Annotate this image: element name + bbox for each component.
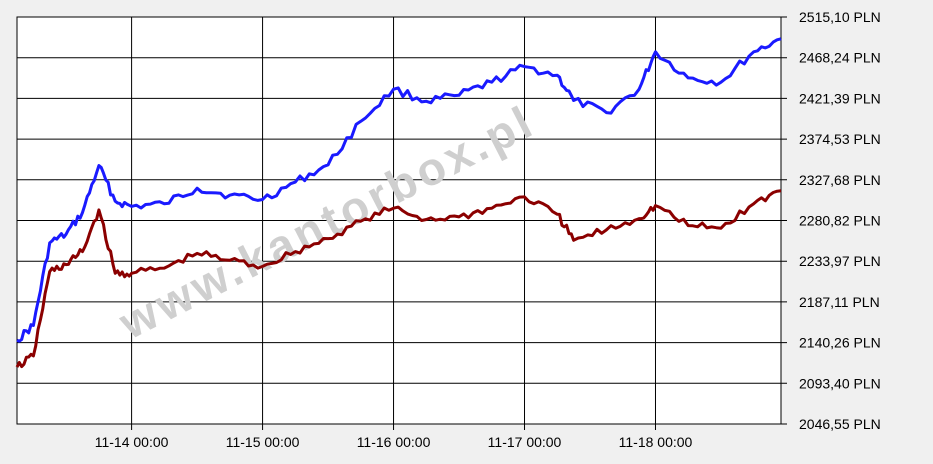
x-tick-label: 11-14 00:00 [95, 434, 169, 450]
y-tick-label: 2140,26 PLN [799, 335, 881, 351]
grid-lines [17, 16, 787, 430]
y-axis-tick-labels: 2515,10 PLN 2468,24 PLN 2421,39 PLN 2374,53… [799, 9, 881, 432]
lower-series-line [15, 189, 782, 369]
x-tick-label: 11-16 00:00 [357, 434, 431, 450]
y-tick-label: 2468,24 PLN [799, 50, 881, 66]
x-tick-label: 11-17 00:00 [488, 434, 562, 450]
y-tick-label: 2280,82 PLN [799, 213, 881, 229]
upper-series-line [16, 37, 782, 343]
y-tick-label: 2046,55 PLN [799, 416, 881, 432]
x-tick-label: 11-15 00:00 [226, 434, 300, 450]
series-lines [15, 37, 782, 369]
x-tick-label: 11-18 00:00 [619, 434, 693, 450]
y-tick-label: 2374,53 PLN [799, 131, 881, 147]
y-tick-label: 2233,97 PLN [799, 253, 881, 269]
y-tick-label: 2421,39 PLN [799, 90, 881, 106]
y-tick-label: 2187,11 PLN [799, 294, 880, 310]
y-tick-label: 2515,10 PLN [799, 9, 881, 25]
x-axis-tick-labels: 11-14 00:00 11-15 00:00 11-16 00:00 11-17 0… [95, 434, 693, 450]
y-tick-label: 2093,40 PLN [799, 375, 881, 391]
y-tick-label: 2327,68 PLN [799, 172, 881, 188]
